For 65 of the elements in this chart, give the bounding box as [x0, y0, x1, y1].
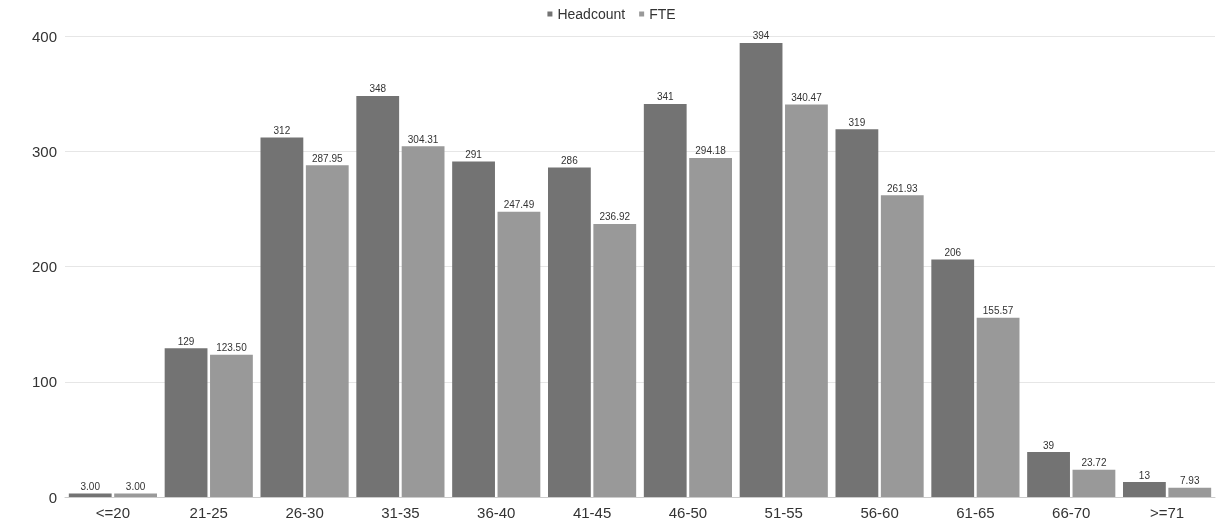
bar	[548, 167, 591, 497]
data-label: 247.49	[503, 199, 535, 211]
data-label: 39	[1043, 439, 1055, 451]
bar	[976, 317, 1020, 497]
x-tick-label: >=71	[1149, 504, 1185, 521]
data-label: 286	[561, 154, 579, 166]
data-label: 3.00	[125, 481, 146, 493]
bar	[785, 104, 828, 497]
bar	[1072, 469, 1116, 497]
x-tick-label: 61-65	[956, 504, 995, 521]
bar	[880, 195, 924, 497]
bar	[210, 354, 253, 497]
data-label: 287.95	[311, 152, 343, 164]
x-tick-label: 66-70	[1052, 504, 1091, 521]
x-tick-label: 21-25	[189, 504, 228, 521]
data-label: 129	[177, 335, 195, 347]
y-tick-label: 300	[31, 142, 57, 160]
bar	[452, 161, 495, 497]
data-label: 123.50	[216, 342, 248, 354]
bar	[739, 42, 783, 497]
x-tick-label: 56-60	[860, 504, 899, 521]
y-tick-label: 400	[31, 27, 57, 45]
data-label: 294.18	[695, 145, 727, 157]
bar	[1168, 487, 1212, 497]
data-label: 206	[944, 247, 962, 259]
x-tick-label: 31-35	[381, 504, 420, 521]
bar	[260, 137, 304, 497]
bar	[356, 95, 400, 497]
x-tick-label: 41-45	[572, 504, 612, 521]
bar	[401, 146, 445, 497]
y-tick-label: 200	[31, 258, 57, 275]
data-label: 312	[273, 124, 291, 136]
y-tick-label: 100	[31, 373, 57, 391]
x-tick-label: 46-50	[668, 504, 708, 521]
legend-label: Headcount	[557, 6, 626, 22]
bar	[835, 129, 879, 497]
bar	[931, 259, 975, 497]
data-label: 394	[752, 30, 770, 42]
data-label: 3.00	[80, 481, 101, 493]
x-tick-label: 51-55	[764, 504, 803, 521]
data-label: 7.93	[1180, 475, 1200, 487]
legend-label: FTE	[649, 6, 676, 22]
x-tick-label: <=20	[95, 504, 131, 521]
bar	[1123, 482, 1166, 497]
data-label: 155.57	[982, 305, 1014, 317]
data-label: 341	[656, 91, 675, 103]
bar	[164, 348, 208, 497]
data-label: 319	[848, 116, 866, 128]
data-label: 23.72	[1081, 457, 1107, 469]
data-label: 261.93	[886, 182, 918, 194]
bar	[593, 223, 637, 497]
bar	[1027, 452, 1070, 497]
data-label: 348	[369, 83, 387, 95]
data-label: 13	[1138, 469, 1151, 481]
x-tick-label: 36-40	[477, 504, 516, 521]
data-label: 304.31	[407, 133, 439, 145]
data-label: 236.92	[599, 211, 631, 223]
bar	[305, 165, 349, 497]
x-tick-label: 26-30	[285, 504, 324, 521]
data-label: 340.47	[791, 92, 823, 104]
data-label: 291	[465, 149, 483, 161]
y-tick-label: 0	[48, 488, 57, 506]
bar	[497, 211, 541, 497]
bar	[643, 104, 687, 497]
bar	[689, 157, 732, 497]
